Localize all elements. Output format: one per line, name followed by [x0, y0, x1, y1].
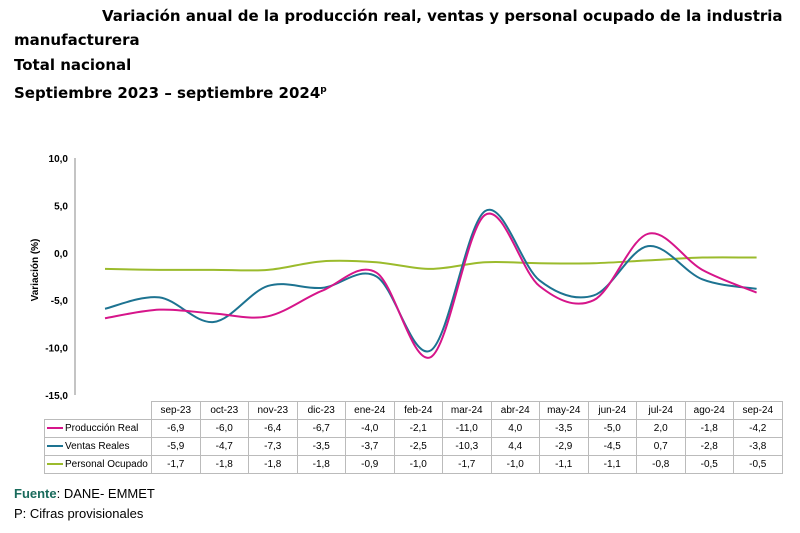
table-row: Producción Real -6,9 -6,0 -6,4 -6,7 -4,0 -2,1-… — [44, 419, 783, 438]
table-header-cell: abr-24 — [490, 401, 540, 420]
table-header-cell: may-24 — [539, 401, 589, 420]
y-tick-label: -15,0 — [45, 391, 68, 400]
table-row: Ventas Reales -5,9 -4,7 -7,3 -3,5 -3,7 -2,5 -10… — [44, 437, 783, 456]
line-chart: 10,0 5,0 0,0 -5,0 -10,0 -15,0 Variación (%) — [30, 154, 757, 400]
data-label: -4,7 — [199, 437, 249, 456]
legend-entry: Producción Real — [44, 419, 152, 438]
data-label: -3,5 — [539, 419, 589, 438]
table-header-cell: jul-24 — [636, 401, 686, 420]
series-name: Ventas Reales — [65, 441, 130, 452]
data-label: -1,7 — [151, 455, 201, 474]
data-label: -6,4 — [248, 419, 298, 438]
data-label: -10,3 — [442, 437, 492, 456]
series-line-personal-ocupado — [104, 256, 757, 272]
title-line2: manufacturera — [14, 31, 140, 49]
table-header-cell: sep-23 — [151, 401, 201, 420]
data-label: -4,0 — [345, 419, 395, 438]
data-label: 2,0 — [636, 419, 686, 438]
series-line-producción-real — [104, 212, 757, 359]
data-label: -1,0 — [393, 455, 443, 474]
legend-entry: Personal Ocupado — [44, 455, 152, 474]
data-label: -0,5 — [684, 455, 734, 474]
series-name: Producción Real — [65, 423, 139, 434]
data-label: -1,8 — [248, 455, 298, 474]
series-line-ventas-reales — [104, 208, 757, 353]
table-header-cell: feb-24 — [393, 401, 443, 420]
series-name: Personal Ocupado — [65, 459, 148, 470]
table-header-cell: mar-24 — [442, 401, 492, 420]
data-label: -4,5 — [587, 437, 637, 456]
data-label: -1,8 — [684, 419, 734, 438]
data-label: -7,3 — [248, 437, 298, 456]
legend-entry: Ventas Reales — [44, 437, 152, 456]
data-label: -0,8 — [636, 455, 686, 474]
data-label: -3,5 — [296, 437, 346, 456]
data-label: -2,8 — [684, 437, 734, 456]
subtitle-period: Septiembre 2023 – septiembre 2024p — [14, 84, 327, 102]
legend-swatch-icon — [47, 463, 63, 466]
data-label: -1,8 — [296, 455, 346, 474]
subtitle-region: Total nacional — [14, 56, 132, 74]
data-label: -1,1 — [587, 455, 637, 474]
data-label: -2,1 — [393, 419, 443, 438]
data-label: -6,7 — [296, 419, 346, 438]
data-label: -5,0 — [587, 419, 637, 438]
y-axis-label: Variación (%) — [30, 239, 41, 302]
y-tick-label: 5,0 — [54, 201, 68, 212]
data-label: 4,4 — [490, 437, 540, 456]
data-label: 0,7 — [636, 437, 686, 456]
provisional-note: P: Cifras provisionales — [14, 506, 144, 521]
data-label: -1,7 — [442, 455, 492, 474]
y-tick-label: 0,0 — [54, 249, 68, 260]
y-tick-label: -5,0 — [51, 296, 69, 307]
table-header-cell: sep-24 — [733, 401, 783, 420]
data-label: -1,8 — [199, 455, 249, 474]
y-tick-label: -10,0 — [45, 344, 68, 355]
table-corner — [45, 402, 152, 420]
data-label: -1,0 — [490, 455, 540, 474]
data-table: sep-23 oct-23 nov-23 dic-23 ene-24 feb-24 mar-… — [44, 401, 783, 474]
table-header-cell: ene-24 — [345, 401, 395, 420]
data-label: -2,5 — [393, 437, 443, 456]
data-label: -0,9 — [345, 455, 395, 474]
table-header-cell: dic-23 — [296, 401, 346, 420]
title-line1: Variación anual de la producción real, v… — [102, 7, 783, 25]
table-header-cell: nov-23 — [248, 401, 298, 420]
data-label: -6,9 — [151, 419, 201, 438]
data-label: -5,9 — [151, 437, 201, 456]
source-note: Fuente: DANE- EMMET — [14, 486, 155, 501]
table-header-cell: jun-24 — [587, 401, 637, 420]
table-header-cell: oct-23 — [199, 401, 249, 420]
data-label: -6,0 — [199, 419, 249, 438]
y-tick-label: 10,0 — [49, 154, 69, 165]
data-label: -0,5 — [733, 455, 783, 474]
data-label: -2,9 — [539, 437, 589, 456]
data-label: -3,7 — [345, 437, 395, 456]
legend-swatch-icon — [47, 427, 63, 430]
data-label: 4,0 — [490, 419, 540, 438]
data-label: -4,2 — [733, 419, 783, 438]
table-header-cell: ago-24 — [684, 401, 734, 420]
data-label: -3,8 — [733, 437, 783, 456]
table-row: Personal Ocupado -1,7 -1,8 -1,8 -1,8 -0,9 -1,0… — [44, 455, 783, 474]
data-label: -1,1 — [539, 455, 589, 474]
data-label: -11,0 — [442, 419, 492, 438]
legend-swatch-icon — [47, 445, 63, 448]
